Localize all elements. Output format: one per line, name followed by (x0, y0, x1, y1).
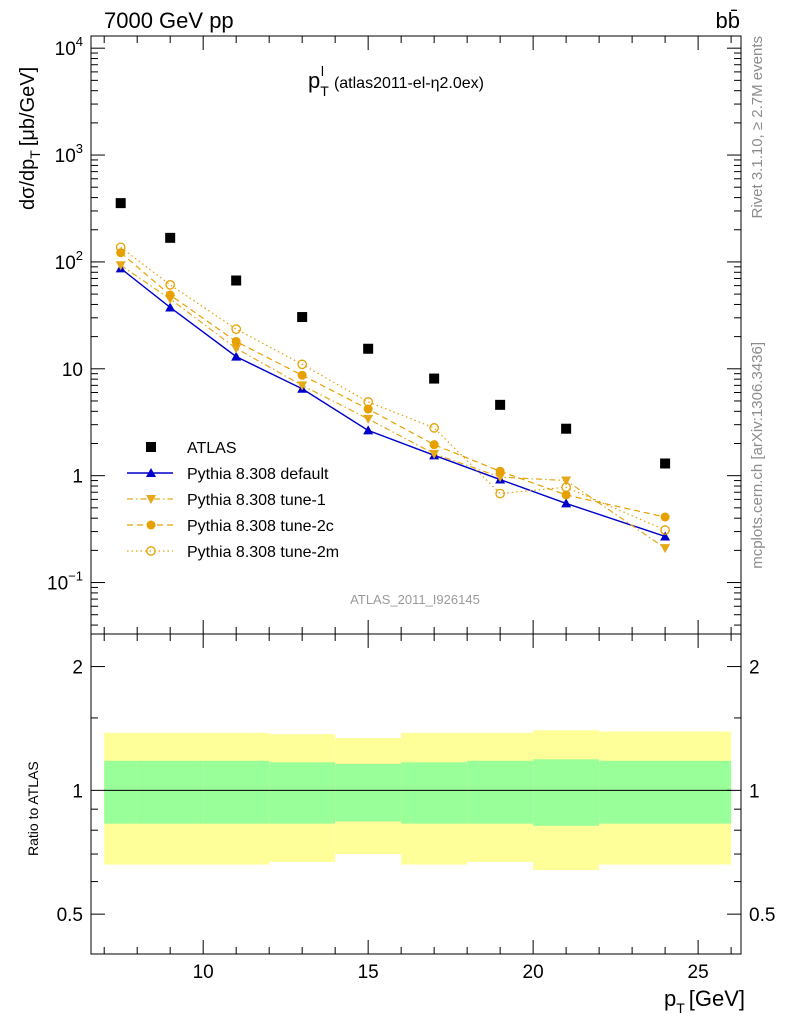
data-point-tune-2m (660, 525, 670, 535)
legend-entry: Pythia 8.308 default (127, 466, 329, 483)
ratio-tick-label-left: 1 (72, 781, 83, 802)
data-point-tune-2c (495, 466, 505, 476)
data-point-default (231, 351, 242, 361)
data-point-tune-2c (363, 404, 373, 414)
x-tick-label: 10 (193, 962, 214, 983)
x-tick-label: 20 (523, 962, 544, 983)
ratio-tick-label-right: 2 (749, 658, 760, 679)
data-point-tune-2m (429, 423, 439, 433)
data-point-atlas (115, 198, 126, 209)
legend-label: Pythia 8.308 default (187, 466, 329, 483)
data-point-atlas (363, 343, 374, 354)
data-point-atlas (165, 232, 176, 243)
y-tick-label: 1 (72, 467, 83, 488)
data-point-tune-2c (660, 512, 670, 522)
chart-title: pTl(atlas2011-el-η2.0ex) (308, 63, 484, 99)
data-point-tune-1 (660, 544, 671, 554)
legend-entry: Pythia 8.308 tune-2m (127, 544, 339, 561)
data-point-default (561, 498, 572, 508)
data-point-atlas (495, 399, 506, 410)
legend-label: Pythia 8.308 tune-1 (187, 492, 326, 509)
legend: ATLAS Pythia 8.308 default Pythia 8.308 tu… (127, 440, 339, 561)
data-point-tune-1 (146, 495, 156, 504)
data-point-default (660, 531, 671, 541)
data-point-tune-2c (561, 490, 571, 500)
ratio-band-green (269, 762, 336, 824)
analysis-watermark: ATLAS_2011_I926145 (350, 592, 480, 607)
data-point-atlas (561, 423, 572, 434)
ratio-band-green (401, 762, 468, 824)
data-point-tune-1 (115, 261, 126, 271)
x-tick-label: 15 (358, 962, 379, 983)
data-point-atlas (660, 458, 671, 469)
ratio-frame (90, 633, 742, 955)
mcplots-label: mcplots.cern.ch [arXiv:1306.3436] (749, 342, 766, 569)
data-point-tune-1 (231, 344, 242, 354)
ratio-panel-content (104, 730, 732, 871)
data-point-tune-2c (429, 440, 439, 450)
ratio-band-green (104, 760, 138, 824)
data-point-tune-2c (297, 370, 307, 380)
legend-entry: Pythia 8.308 tune-2c (127, 518, 334, 535)
rivet-label: Rivet 3.1.10, ≥ 2.7M events (749, 36, 766, 219)
data-point-tune-2m (363, 397, 374, 407)
axes: 10−1 1 10 102 103 104 10 15 20 25 0.5 0.5 1 1 2 2 (47, 34, 775, 983)
data-point-tune-2c (146, 520, 156, 530)
y-tick-label: 10−1 (47, 569, 83, 595)
ratio-band-green (335, 763, 402, 822)
data-point-default (363, 425, 374, 435)
data-point-tune-2m (115, 242, 126, 253)
header-right: bb̄ (716, 8, 740, 33)
legend-entry: Pythia 8.308 tune-1 (127, 492, 326, 509)
legend-label: Pythia 8.308 tune-2c (187, 518, 334, 535)
legend-entry: ATLAS (146, 440, 237, 457)
data-point-tune-1 (363, 414, 374, 424)
ratio-band-green (599, 760, 732, 824)
data-point-tune-1 (495, 473, 506, 483)
ratio-tick-label-left: 2 (72, 658, 83, 679)
y-tick-label: 102 (55, 248, 83, 274)
data-point-tune-2c (165, 290, 175, 300)
data-point-tune-2m (297, 359, 308, 370)
data-point-tune-2m (146, 546, 156, 556)
data-point-default (165, 302, 176, 312)
ratio-y-axis-label: Ratio to ATLAS (25, 761, 41, 856)
series-line (120, 246, 666, 531)
data-point-tune-2m (495, 488, 505, 499)
ratio-tick-label-right: 1 (749, 781, 760, 802)
data-point-tune-1 (561, 476, 572, 486)
legend-label: ATLAS (187, 440, 237, 457)
header-left: 7000 GeV pp (104, 8, 234, 33)
data-point-atlas (297, 312, 308, 323)
main-panel-content (115, 198, 671, 554)
y-tick-label: 10 (62, 360, 83, 381)
data-point-atlas (231, 275, 242, 286)
ratio-tick-label-right: 0.5 (749, 905, 775, 926)
data-point-atlas (146, 442, 156, 452)
ratio-band-green (203, 760, 270, 824)
data-point-tune-2m (231, 324, 242, 334)
data-point-default (146, 468, 156, 477)
data-point-tune-2m (165, 280, 176, 290)
data-point-tune-1 (297, 381, 308, 391)
legend-label: Pythia 8.308 tune-2m (187, 544, 339, 561)
data-point-atlas (429, 373, 440, 384)
x-axis-label: pT [GeV] (664, 986, 745, 1016)
y-tick-label: 103 (55, 141, 83, 167)
ratio-band-green (467, 760, 534, 824)
data-point-tune-1 (429, 449, 440, 459)
ratio-band-green (533, 759, 600, 826)
ratio-band-green (137, 760, 204, 824)
ratio-tick-label-left: 0.5 (57, 905, 83, 926)
x-tick-label: 25 (688, 962, 709, 983)
y-tick-label: 104 (55, 34, 83, 60)
y-axis-label: dσ/dpT[μb/GeV] (17, 67, 43, 210)
data-point-tune-2m (561, 482, 571, 493)
data-point-tune-2c (231, 337, 241, 347)
